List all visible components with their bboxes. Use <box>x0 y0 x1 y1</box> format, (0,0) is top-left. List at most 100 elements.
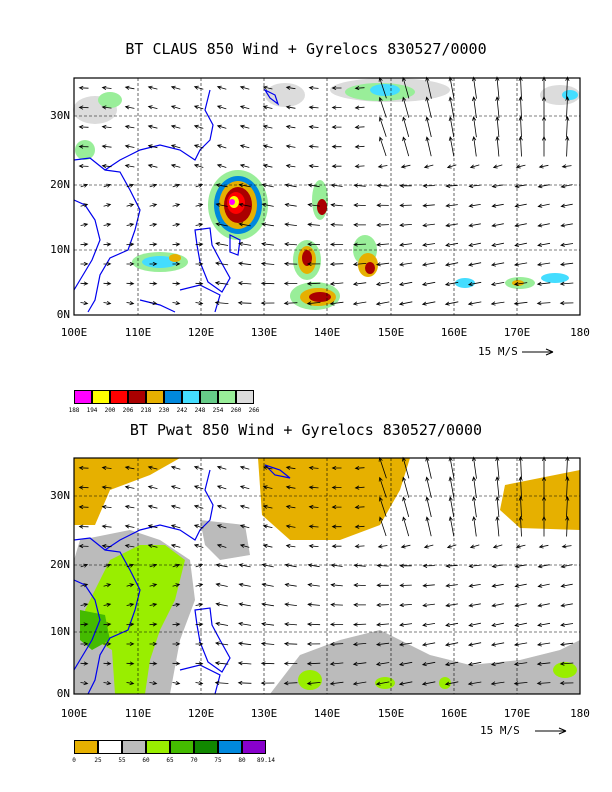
wind-vector <box>399 642 413 647</box>
wind-vector <box>468 242 481 247</box>
wind-vector <box>262 163 273 169</box>
wind-vector <box>284 582 297 588</box>
wind-vector <box>195 183 204 188</box>
legend-label: 254 <box>212 407 224 414</box>
wind-vector <box>515 164 526 169</box>
wind-vector <box>103 183 112 188</box>
wind-vector <box>262 504 273 509</box>
panel2-lon-label: 120E <box>187 707 215 720</box>
wind-vector <box>195 281 204 286</box>
wind-vector <box>495 96 500 119</box>
wind-vector <box>538 544 549 549</box>
panel1-lat-label: 10N <box>50 243 70 256</box>
wind-vector <box>445 203 458 208</box>
wind-vector <box>467 262 482 267</box>
legend-label: 65 <box>166 757 174 764</box>
wind-vector <box>80 622 89 627</box>
wind-vector <box>170 124 181 129</box>
wind-vector <box>149 281 158 286</box>
wind-vector <box>400 544 411 549</box>
wind-vector <box>78 105 89 110</box>
panel1-lat-label: 30N <box>50 109 70 122</box>
wind-vector <box>147 105 158 110</box>
wind-vector <box>308 124 319 130</box>
legend-label: 0 <box>72 757 76 764</box>
panel1-title: BT CLAUS 850 Wind + Gyrelocs 830527/0000 <box>125 40 487 58</box>
wind-vector <box>513 681 528 686</box>
wind-vector <box>126 563 135 568</box>
wind-vector <box>467 681 482 686</box>
wind-vector <box>239 105 250 110</box>
wind-vector <box>216 105 227 110</box>
wind-vector <box>216 163 227 168</box>
wind-vector <box>193 485 204 490</box>
wind-vector <box>353 242 367 247</box>
wind-vector <box>284 202 297 208</box>
panel1-lon-label: 140E <box>313 326 341 339</box>
wind-vector <box>331 164 342 169</box>
wind-vector <box>285 485 296 490</box>
wind-vector <box>514 583 527 588</box>
wind-vector <box>490 301 505 306</box>
panel2-lon-label: 150E <box>377 707 405 720</box>
wind-vector <box>469 164 480 169</box>
wind-vector <box>492 544 503 549</box>
wind-vector <box>172 300 181 306</box>
wind-vector <box>149 602 158 607</box>
wind-vector <box>471 456 477 479</box>
wind-vector <box>195 602 204 607</box>
wind-vector <box>536 681 551 686</box>
wind-vector <box>331 524 342 529</box>
panel1-lat-label: 0N <box>56 308 70 321</box>
wind-vector <box>565 476 570 499</box>
wind-vector <box>285 465 296 470</box>
wind-vector <box>149 183 158 188</box>
wind-vector <box>402 96 410 118</box>
wind-vector <box>565 135 570 157</box>
wind-vector <box>147 163 158 169</box>
wind-vector <box>561 544 572 549</box>
wind-vector <box>80 222 89 227</box>
wind-vector <box>308 465 319 471</box>
wind-vector <box>514 564 527 569</box>
wind-vector <box>425 116 432 138</box>
wind-vector <box>193 144 204 149</box>
wind-vector <box>260 680 275 686</box>
wind-vector <box>216 485 227 490</box>
wind-vector <box>101 544 112 549</box>
wind-vector <box>445 622 459 627</box>
wind-vector <box>354 505 365 510</box>
wind-vector <box>541 495 547 518</box>
wind-vector <box>445 262 459 267</box>
wind-vector <box>399 222 412 228</box>
wind-vector <box>329 242 344 247</box>
wind-vector <box>518 515 523 537</box>
wind-vector <box>559 301 574 306</box>
wind-vector <box>513 301 528 306</box>
wind-vector <box>103 680 112 686</box>
wind-vector <box>283 301 298 306</box>
wind-vector <box>541 76 547 99</box>
wind-vector <box>80 203 89 208</box>
wind-vector <box>172 641 181 647</box>
legend-swatch <box>164 390 182 404</box>
wind-vector <box>423 544 434 549</box>
wind-vector <box>399 203 412 208</box>
wind-vector <box>514 603 527 608</box>
wind-vector <box>491 242 504 247</box>
panel2-lon-label: 100E <box>60 707 88 720</box>
wind-vector <box>402 136 410 157</box>
wind-vector <box>126 680 135 686</box>
wind-vector <box>402 476 410 498</box>
wind-vector <box>170 144 181 149</box>
wind-vector <box>215 202 228 207</box>
legend-label: 218 <box>140 407 152 414</box>
wind-vector <box>285 124 296 130</box>
wind-vector <box>149 622 158 627</box>
wind-vector <box>425 516 432 537</box>
wind-vector <box>376 602 389 608</box>
wind-vector <box>103 242 112 247</box>
legend-swatch <box>146 740 170 754</box>
panel1-scale-label: 15 M/S <box>478 345 518 358</box>
wind-vector <box>425 456 432 479</box>
